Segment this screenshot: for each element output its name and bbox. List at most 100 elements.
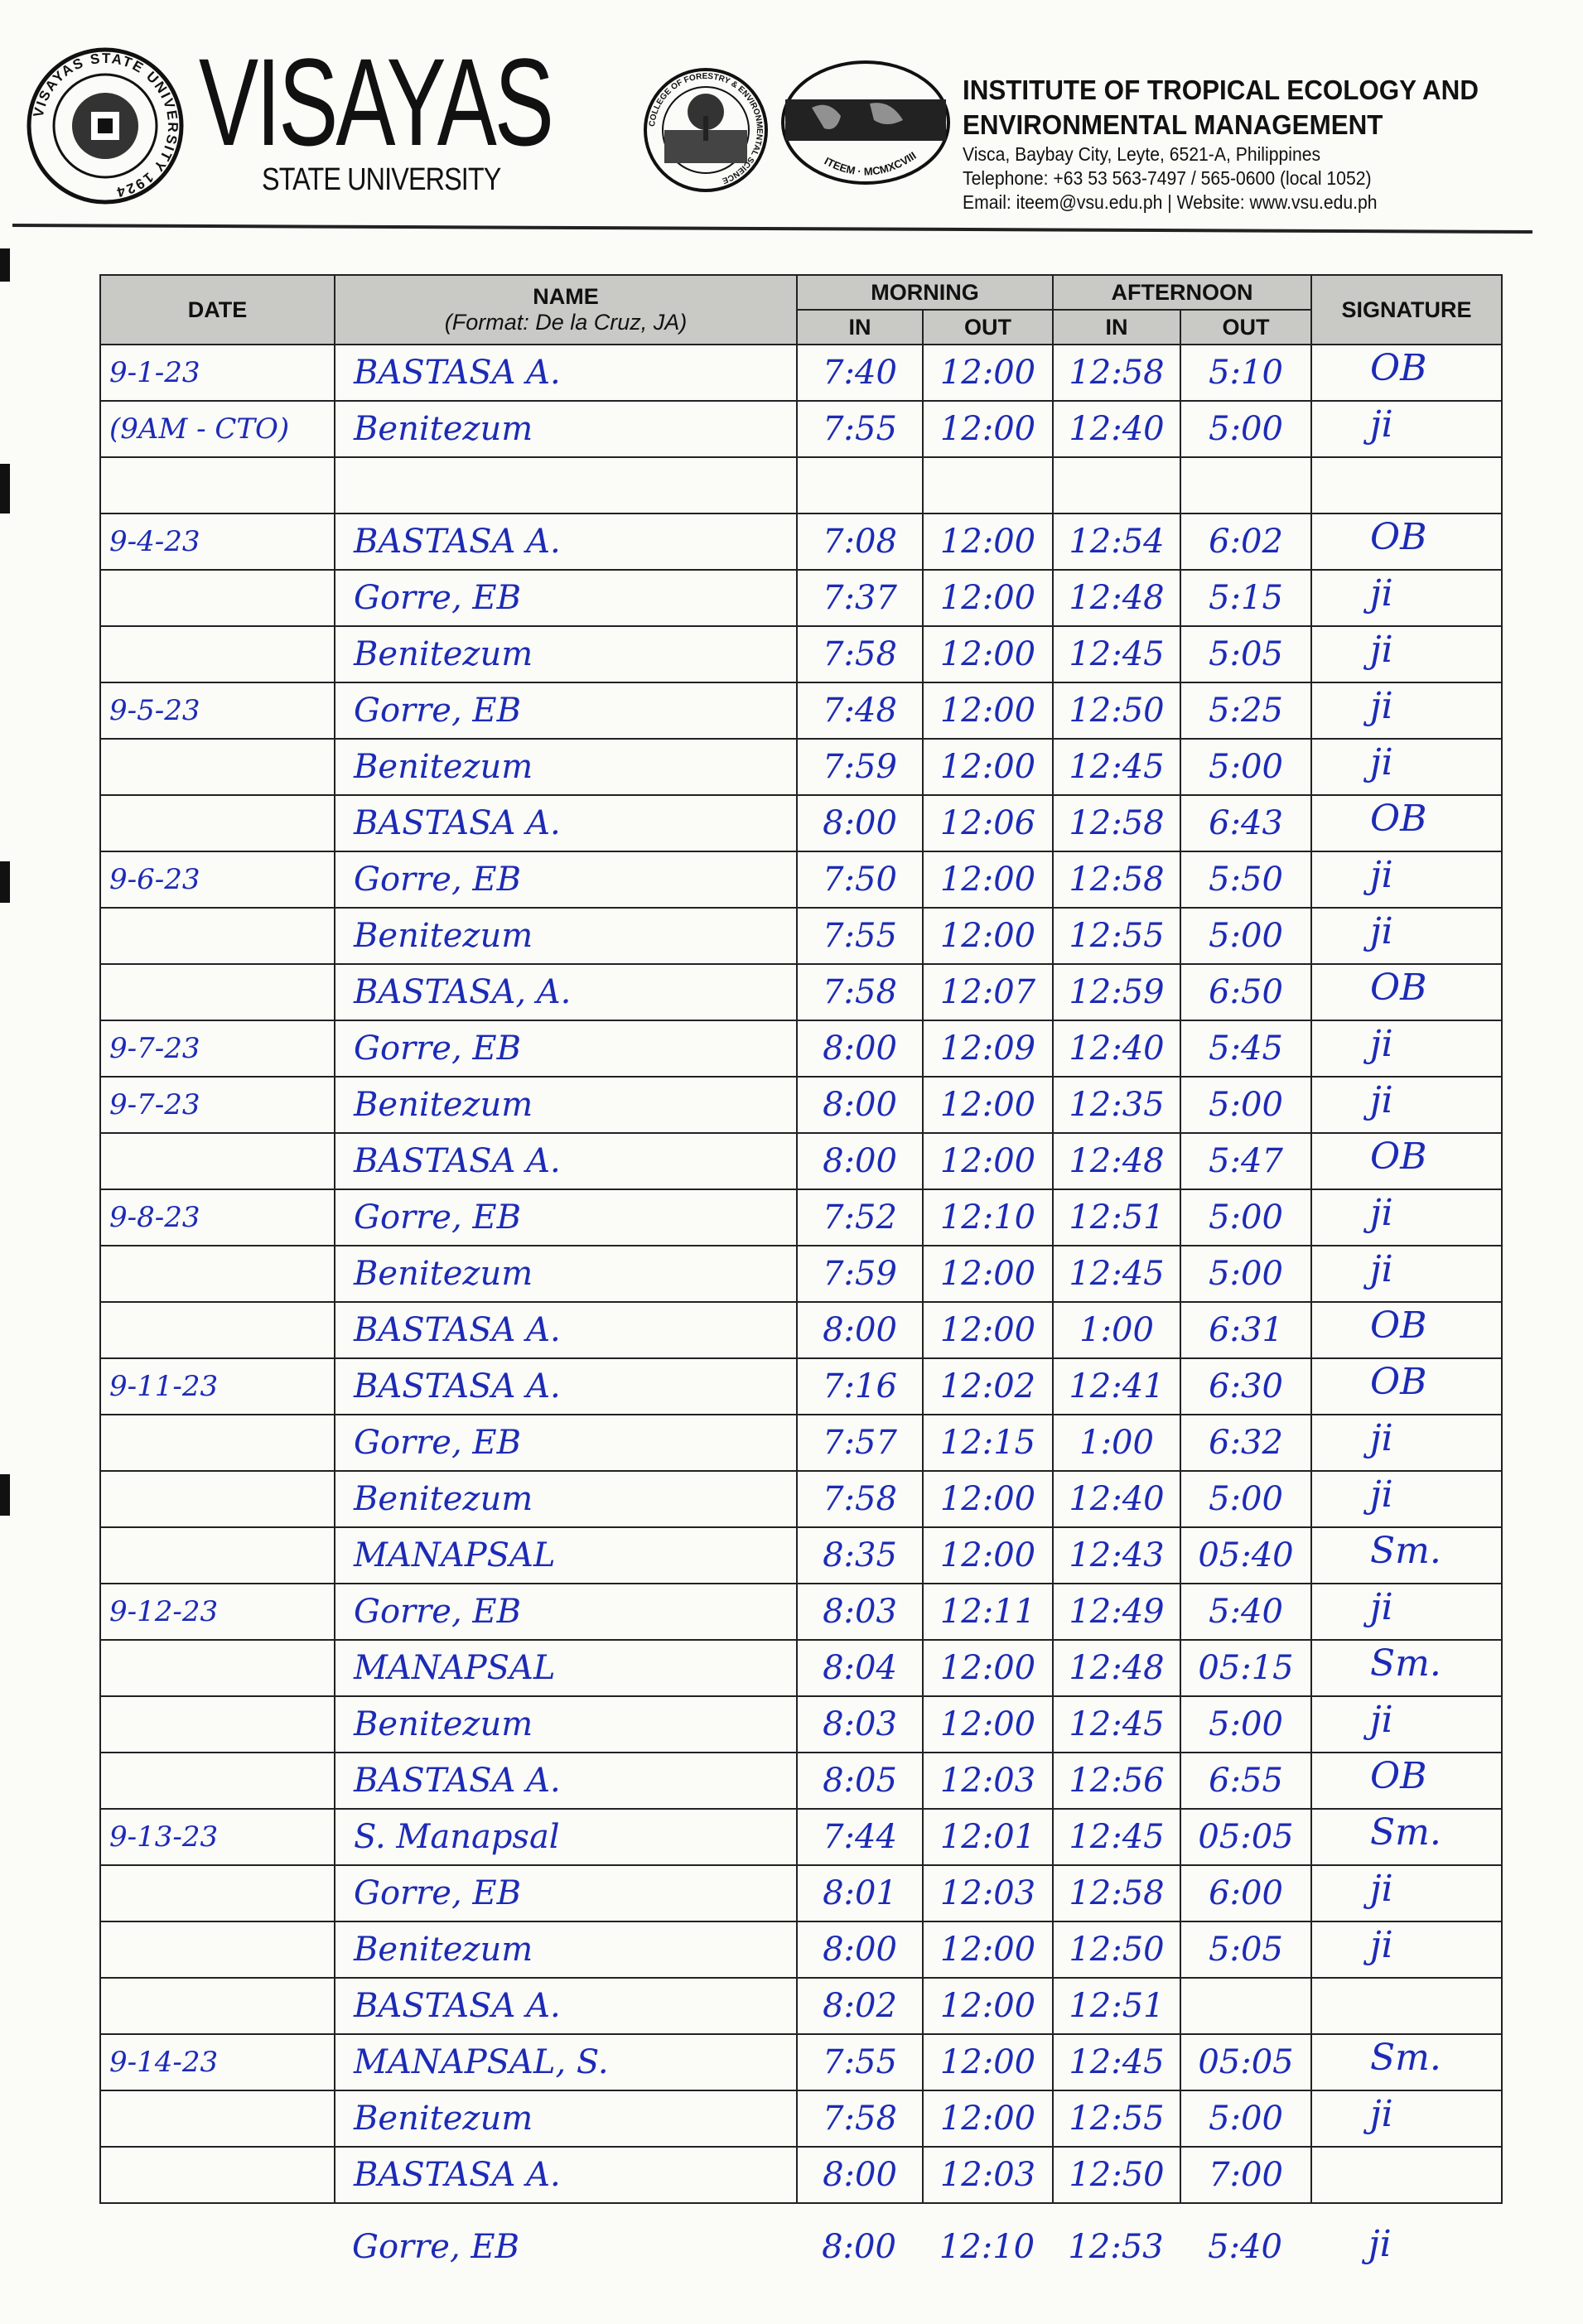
row-afternoon-out-cell: 6:55 (1180, 1752, 1312, 1810)
row-morning-out: 12:00 (939, 354, 1036, 392)
row-morning-out: 12:15 (939, 1424, 1036, 1462)
row-afternoon-out: 5:50 (1209, 861, 1283, 899)
row-morning-in: 8:00 (823, 2156, 897, 2194)
row-signature: OB (1370, 1304, 1427, 1347)
row-afternoon-out-cell: 5:05 (1180, 1921, 1312, 1979)
row-date: 9-12-23 (109, 1595, 219, 1628)
row-morning-in: 7:08 (823, 523, 897, 561)
row-afternoon-out-cell: 5:45 (1180, 1020, 1312, 1078)
table-row: BASTASA A. 8:00 12:00 1:00 6:31 OB (99, 1301, 1503, 1359)
row-signature-cell: ji (1310, 625, 1503, 683)
row-afternoon-in-cell: 12:50 (1052, 682, 1181, 740)
row-morning-in: 7:55 (823, 410, 897, 448)
row-date-cell (99, 1864, 335, 1922)
row-signature: ji (1370, 853, 1393, 896)
row-date-cell (99, 1526, 335, 1584)
row-afternoon-in: 1:00 (1079, 1424, 1154, 1462)
row-signature: Sm. (1370, 1642, 1441, 1685)
table-row: 9-13-23 S. Manapsal 7:44 12:01 12:45 05:05 Sm. (99, 1808, 1503, 1866)
row-afternoon-in-cell: 12:40 (1052, 400, 1181, 458)
row-morning-out-cell: 12:00 (922, 625, 1054, 683)
row-afternoon-out-cell: 5:00 (1180, 400, 1312, 458)
row-signature-cell: OB (1310, 1752, 1503, 1810)
row-morning-in: 8:04 (823, 1649, 897, 1687)
row-signature: ji (1370, 1923, 1393, 1966)
row-afternoon-in-cell: 1:00 (1052, 1301, 1181, 1359)
row-afternoon-out-cell: 5:00 (1180, 738, 1312, 796)
row-morning-out-cell: 12:00 (922, 1639, 1054, 1697)
row-afternoon-in: 12:43 (1069, 1536, 1165, 1574)
row-signature-cell: ji (1310, 1864, 1503, 1922)
row-morning-out-cell: 12:00 (922, 1526, 1054, 1584)
row-afternoon-out: 05:05 (1198, 1818, 1294, 1856)
row-signature-cell: ji (1310, 1020, 1503, 1078)
row-afternoon-in-cell: 12:59 (1052, 963, 1181, 1021)
row-date: 9-11-23 (109, 1370, 219, 1403)
row-date: 9-7-23 (109, 1032, 200, 1065)
row-afternoon-out: 5:00 (1209, 1480, 1283, 1518)
row-date-cell (99, 1414, 335, 1472)
row-date: 9-6-23 (109, 863, 200, 896)
row-signature-cell: ji (1310, 738, 1503, 796)
row-signature: ji (1370, 1473, 1393, 1516)
row-afternoon-in: 12:58 (1069, 1874, 1165, 1912)
institute-contact: Email: iteem@vsu.edu.ph | Website: www.v… (963, 191, 1378, 213)
row-afternoon-in: 12:56 (1069, 1762, 1165, 1800)
row-afternoon-in: 1:00 (1079, 1311, 1154, 1349)
row-afternoon-out: 05:15 (1198, 1649, 1294, 1687)
row-morning-in-cell: 8:04 (796, 1639, 924, 1697)
table-row: BASTASA A. 8:02 12:00 12:51 (99, 1977, 1503, 2035)
row-morning-out-cell: 12:00 (922, 738, 1054, 796)
row-afternoon-in-cell: 12:58 (1052, 344, 1181, 402)
row-morning-out-cell: 12:00 (922, 1076, 1054, 1134)
row-date-cell: 9-13-23 (99, 1808, 335, 1866)
attendance-table: DATE NAME (Format: De la Cruz, JA) MORNI… (99, 274, 1503, 2204)
row-date: 9-7-23 (109, 1088, 200, 1121)
row-signature: ji (1370, 1078, 1393, 1121)
table-row: Gorre, EB 7:57 12:15 1:00 6:32 ji (99, 1414, 1503, 1472)
row-name: BASTASA A. (354, 2156, 561, 2194)
row-afternoon-in: 12:45 (1069, 1705, 1165, 1743)
row-morning-out: 12:00 (939, 1705, 1036, 1743)
row-afternoon-in: 12:45 (1069, 1255, 1165, 1293)
row-afternoon-out: 6:32 (1209, 1424, 1283, 1462)
row-morning-in-cell: 8:03 (796, 1695, 924, 1753)
row-morning-in-cell: 8:02 (796, 1977, 924, 2035)
row-afternoon-out-cell: 05:15 (1180, 1639, 1312, 1697)
row-date-cell (99, 1752, 335, 1810)
row-signature-cell: ji (1310, 1921, 1503, 1979)
row-date-cell (99, 1301, 335, 1359)
row-name-cell: Gorre, EB (334, 1189, 798, 1246)
row-name-cell (334, 456, 798, 514)
row-name: Gorre, EB (354, 1593, 521, 1631)
row-name: Gorre, EB (354, 861, 521, 899)
row-name: BASTASA A. (354, 1311, 561, 1349)
row-afternoon-in-cell: 12:51 (1052, 1189, 1181, 1246)
row-morning-in-cell: 8:35 (796, 1526, 924, 1584)
table-row (99, 456, 1503, 514)
row-date-cell: 9-6-23 (99, 851, 335, 909)
row-name-cell: BASTASA A. (334, 1752, 798, 1810)
row-date-cell (99, 1132, 335, 1190)
row-morning-out: 12:00 (939, 1480, 1036, 1518)
row-morning-out: 12:00 (939, 635, 1036, 673)
row-afternoon-in: 12:58 (1069, 861, 1165, 899)
table-row: Benitezum 7:58 12:00 12:55 5:00 ji (99, 2090, 1503, 2148)
row-afternoon-in: 12:41 (1069, 1367, 1165, 1405)
row-afternoon-in-cell: 12:40 (1052, 1470, 1181, 1528)
row-afternoon-out-cell: 7:00 (1180, 2146, 1312, 2204)
row-name-cell: MANAPSAL (334, 1526, 798, 1584)
institute-title-line2: ENVIRONMENTAL MANAGEMENT (963, 109, 1383, 140)
row-date-cell (99, 1921, 335, 1979)
row-name-cell: Benitezum (334, 1695, 798, 1753)
brand-subtitle: STATE UNIVERSITY (262, 162, 501, 197)
row-date: 9-14-23 (109, 2046, 219, 2079)
row-morning-out-cell: 12:03 (922, 1752, 1054, 1810)
row-name-cell: Benitezum (334, 1921, 798, 1979)
row-morning-out: 12:00 (939, 579, 1036, 617)
extra-afternoon-out: 5:40 (1208, 2228, 1282, 2266)
row-morning-in: 7:58 (823, 973, 897, 1011)
row-name-cell: Gorre, EB (334, 569, 798, 627)
row-afternoon-out: 6:31 (1209, 1311, 1283, 1349)
row-name-cell: Benitezum (334, 2090, 798, 2148)
